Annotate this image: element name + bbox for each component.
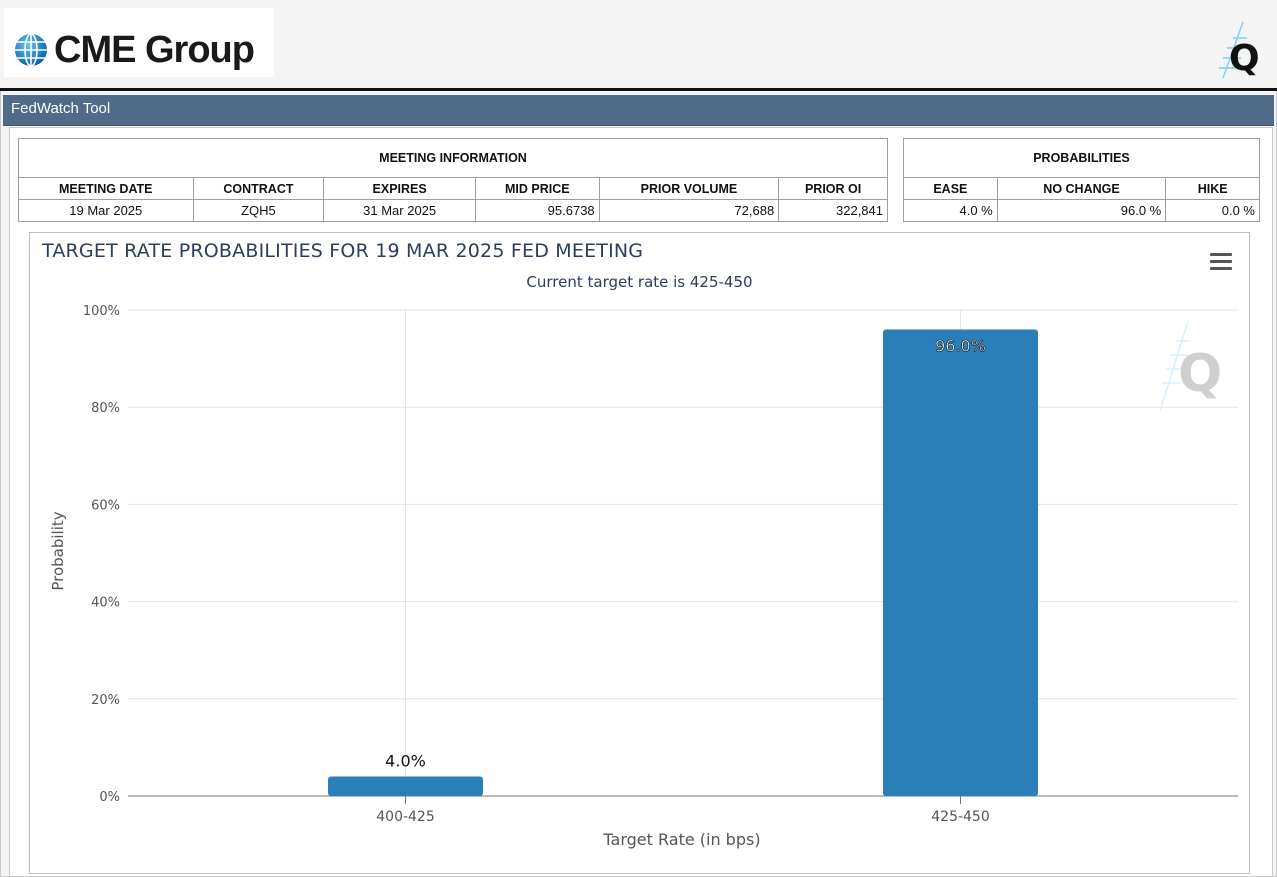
no-change-cell: 96.0 % [996,199,1167,222]
contract-cell: ZQH5 [192,199,325,222]
y-tick-label: 20% [91,693,120,708]
hike-cell: 0.0 % [1165,199,1260,222]
header-divider [0,88,1277,91]
bar-data-label: 96.0% [935,336,986,355]
col-meeting-date: MEETING DATE [18,177,194,200]
col-expires: EXPIRES [323,177,476,200]
y-tick-label: 100% [83,304,120,319]
chart-title: TARGET RATE PROBABILITIES FOR 19 MAR 202… [42,240,644,262]
col-ease: EASE [903,177,998,200]
chart-subtitle: Current target rate is 425-450 [526,273,753,291]
col-hike: HIKE [1165,177,1260,200]
x-tick-label: 400-425 [376,809,435,825]
chart-menu-icon[interactable] [1210,253,1232,271]
col-contract: CONTRACT [192,177,325,200]
quikstrike-watermark-icon: Q [1159,320,1222,412]
meeting-info-table: MEETING INFORMATION MEETING DATE CONTRAC… [18,138,888,222]
prior-oi-cell: 322,841 [778,199,888,222]
svg-text:Q: Q [1229,38,1260,79]
tool-title-bar: FedWatch Tool [3,95,1274,126]
meeting-info-header: MEETING INFORMATION [18,138,888,178]
col-prior-oi: PRIOR OI [778,177,888,200]
prior-volume-cell: 72,688 [598,199,780,222]
bar-data-label: 4.0% [385,752,426,771]
svg-text:Q: Q [1178,344,1222,404]
meeting-date-cell: 19 Mar 2025 [18,199,194,222]
table-row: 4.0 % 96.0 % 0.0 % [903,199,1260,222]
y-tick-label: 60% [91,498,120,513]
mid-price-cell: 95.6738 [474,199,600,222]
x-tick-label: 425-450 [931,809,990,825]
table-row: 19 Mar 2025 ZQH5 31 Mar 2025 95.6738 72,… [18,199,888,222]
col-no-change: NO CHANGE [996,177,1167,200]
bar-chart: Q 0% 20% 40% 60% 80% 100% 400-425 4.0% 425-450 96… [49,304,1238,849]
bar-400-425[interactable] [328,776,483,796]
y-tick-label: 40% [91,596,120,611]
logo-text: CME Group [54,29,255,71]
y-axis-label: Probability [49,511,67,590]
y-tick-label: 80% [91,401,120,416]
y-tick-label: 0% [99,790,120,805]
ease-cell: 4.0 % [903,199,998,222]
quikstrike-q-icon[interactable]: Q [1215,18,1267,84]
probabilities-table: PROBABILITIES EASE NO CHANGE HIKE 4.0 % … [903,138,1260,222]
bar-425-450[interactable] [883,329,1038,796]
globe-icon [15,33,47,67]
col-prior-volume: PRIOR VOLUME [598,177,780,200]
x-axis-label: Target Rate (in bps) [602,830,760,849]
header: CME Group Q [0,0,1277,88]
cme-logo[interactable]: CME Group [4,8,274,77]
col-mid-price: MID PRICE [474,177,600,200]
expires-cell: 31 Mar 2025 [323,199,476,222]
probabilities-header: PROBABILITIES [903,138,1260,178]
tool-title: FedWatch Tool [11,100,111,117]
chart-container: TARGET RATE PROBABILITIES FOR 19 MAR 202… [29,232,1250,874]
